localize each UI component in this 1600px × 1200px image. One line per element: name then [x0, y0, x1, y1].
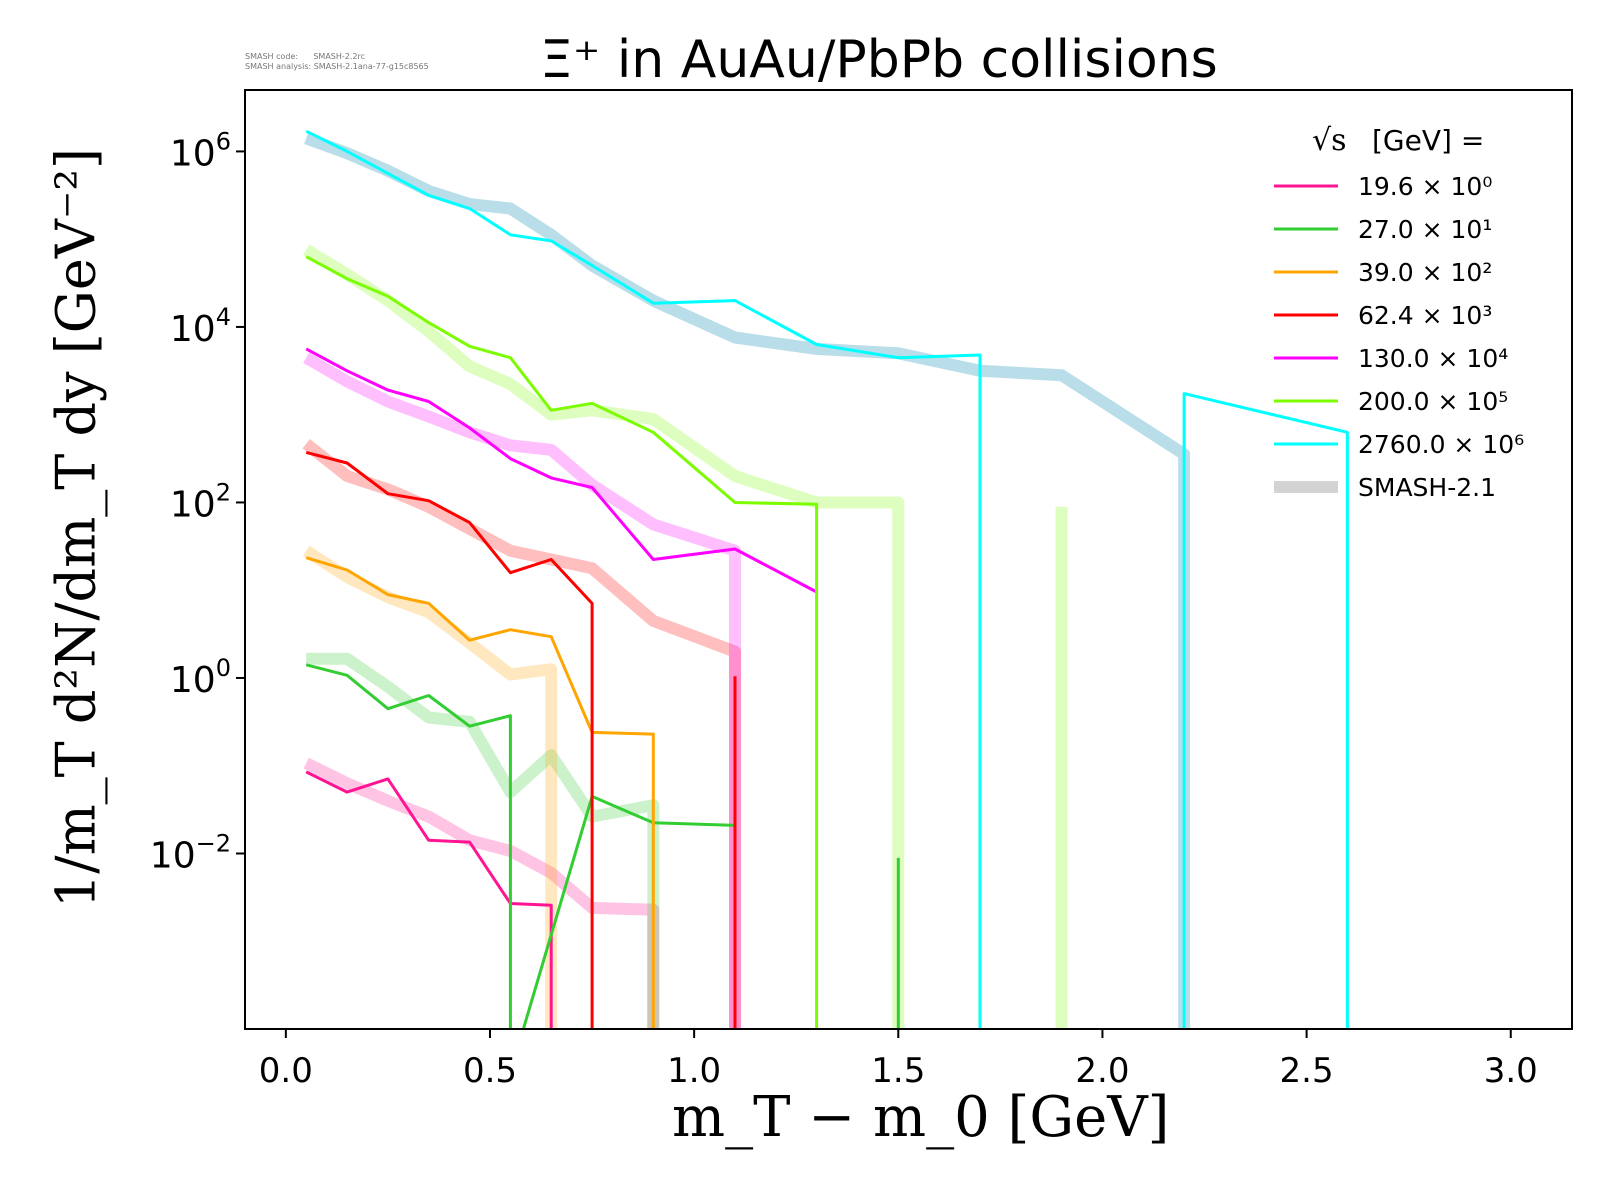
legend-label-27-0-10: 27.0 × 10¹ — [1358, 215, 1492, 244]
series-line-27-0-10 — [305, 663, 736, 1029]
series-line-130-0-10 — [305, 347, 818, 594]
chart-title: Ξ⁺ in AuAu/PbPb collisions — [540, 30, 1218, 90]
y-tick-label: 104 — [170, 303, 231, 350]
y-axis-label: 1/m_T d²N/dm_T dy [GeV⁻²] — [44, 147, 108, 909]
series-line-62-4-10 — [305, 450, 594, 1029]
x-tick-label: 0.0 — [259, 1051, 313, 1091]
legend-label-62-4-10: 62.4 × 10³ — [1358, 301, 1492, 330]
smash-analysis-version: SMASH analysis: SMASH-2.1ana-77-g15c8565 — [245, 62, 429, 71]
x-tick-label: 3.0 — [1484, 1051, 1538, 1091]
series-line-19-6-10 — [305, 770, 553, 1029]
x-tick-label: 2.0 — [1075, 1051, 1129, 1091]
y-axis: 106 104 102 100 10−2 — [150, 127, 245, 876]
series-line-62-4-10-smash-2-1 — [302, 438, 741, 1029]
x-tick-label: 1.5 — [871, 1051, 925, 1091]
legend-label-2760-0-10: 2760.0 × 10⁶ — [1358, 430, 1524, 459]
data-series-layer — [305, 129, 1349, 1029]
legend-label-smash-2-1: SMASH-2.1 — [1358, 473, 1496, 502]
legend-label-200-0-10: 200.0 × 10⁵ — [1358, 387, 1508, 416]
x-tick-label: 2.5 — [1280, 1051, 1334, 1091]
series-line-39-0-10-smash-2-1 — [302, 545, 558, 1029]
legend-label-39-0-10: 39.0 × 10² — [1358, 258, 1492, 287]
legend: √s [GeV] = 19.6 × 10⁰ 27.0 × 10¹ 39.0 × 10² 6… — [1274, 123, 1524, 502]
series-line-2760-0-10 — [305, 129, 982, 1029]
legend-sqrt-s: √s — [1312, 123, 1347, 158]
legend-label-130-0-10: 130.0 × 10⁴ — [1358, 344, 1508, 373]
series-line-200-0-10 — [305, 255, 819, 1029]
series-line-200-0-10-smash-2-1 — [303, 244, 905, 1029]
series-line-39-0-10 — [305, 556, 655, 1029]
series-line-19-6-10-smash-2-1 — [303, 757, 660, 1029]
smash-reference-layer — [302, 132, 1191, 1029]
series-line-2760-0-10-tail — [1182, 392, 1349, 1029]
smash-code-version: SMASH code: SMASH-2.2rc — [245, 52, 366, 61]
plot-frame — [244, 89, 1573, 1030]
x-axis-label: m_T − m_0 [GeV] — [672, 1085, 1170, 1150]
y-tick-label: 10−2 — [150, 829, 231, 876]
legend-title: [GeV] = — [1372, 124, 1484, 157]
y-tick-label: 102 — [170, 478, 231, 525]
y-tick-label: 100 — [170, 654, 231, 701]
series-line-2760-0-10-smash-2-1 — [304, 132, 1191, 1029]
x-tick-label: 0.5 — [463, 1051, 517, 1091]
x-tick-label: 1.0 — [667, 1051, 721, 1091]
x-axis: 0.0 0.5 1.0 1.5 2.0 2.5 3.0 — [259, 1029, 1538, 1091]
series-line-130-0-10-smash-2-1 — [303, 352, 741, 1029]
legend-label-19-6-10: 19.6 × 10⁰ — [1358, 172, 1492, 201]
series-line-27-0-10-smash-2-1 — [306, 652, 660, 1029]
y-tick-label: 106 — [170, 127, 231, 174]
